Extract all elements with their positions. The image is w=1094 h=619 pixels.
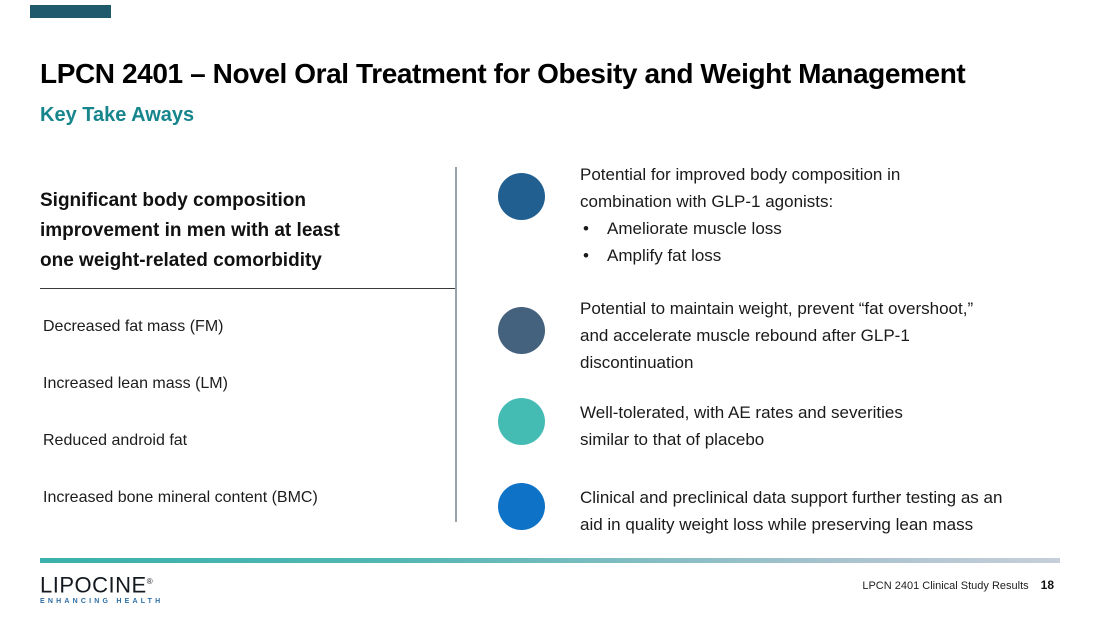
top-accent-bar	[30, 5, 111, 18]
bullet-text-block: Clinical and preclinical data support fu…	[580, 484, 1080, 538]
logo-wordmark: LIPOCINE®	[40, 570, 163, 597]
left-panel-heading: Significant body composition improvement…	[40, 186, 440, 276]
bullet-text-line: Well-tolerated, with AE rates and severi…	[580, 403, 903, 422]
bullet-circle-icon	[498, 483, 545, 530]
bullet-text-line: aid in quality weight loss while preserv…	[580, 515, 974, 534]
left-heading-line: one weight-related comorbidity	[40, 250, 322, 271]
left-list-item: Increased lean mass (LM)	[43, 375, 228, 392]
sub-bullet-dot: •	[583, 246, 589, 265]
left-list-item: Decreased fat mass (FM)	[43, 318, 224, 335]
sub-bullet-item: • Amplify fat loss	[580, 242, 1080, 269]
left-heading-line: Significant body composition	[40, 190, 306, 211]
footer-right: LPCN 2401 Clinical Study Results 18	[862, 578, 1054, 592]
left-list-item: Reduced android fat	[43, 432, 188, 449]
bullet-circle-icon	[498, 173, 545, 220]
footer-gradient-rule	[40, 558, 1060, 563]
sub-bullet-label: Ameliorate muscle loss	[607, 219, 782, 238]
vertical-divider	[455, 167, 457, 522]
bullet-text-line: and accelerate muscle rebound after GLP-…	[580, 326, 910, 345]
slide-subtitle: Key Take Aways	[40, 104, 195, 126]
bullet-text-line: combination with GLP-1 agonists:	[580, 192, 834, 211]
bullet-text-block: Potential to maintain weight, prevent “f…	[580, 295, 1080, 376]
sub-bullet-list: • Ameliorate muscle loss • Amplify fat l…	[580, 215, 1080, 269]
left-list-item: Increased bone mineral content (BMC)	[43, 489, 318, 506]
heading-underline	[40, 288, 455, 289]
page-number: 18	[1040, 578, 1054, 592]
bullet-circle-icon	[498, 307, 545, 354]
sub-bullet-item: • Ameliorate muscle loss	[580, 215, 1080, 242]
sub-bullet-dot: •	[583, 219, 589, 238]
bullet-circle-icon	[498, 398, 545, 445]
bullet-text-block: Well-tolerated, with AE rates and severi…	[580, 399, 1080, 453]
bullet-text-block: Potential for improved body composition …	[580, 161, 1080, 269]
bullet-text-line: Clinical and preclinical data support fu…	[580, 488, 1003, 507]
bullet-text-line: similar to that of placebo	[580, 430, 765, 449]
slide-title: LPCN 2401 – Novel Oral Treatment for Obe…	[40, 58, 966, 89]
sub-bullet-label: Amplify fat loss	[607, 246, 722, 265]
left-heading-line: improvement in men with at least	[40, 220, 340, 241]
lipocine-logo: LIPOCINE® ENHANCING HEALTH	[40, 570, 164, 606]
logo-wordmark-text: LIPOCINE	[40, 572, 147, 598]
bullet-text-line: discontinuation	[580, 353, 694, 372]
bullet-text-line: Potential for improved body composition …	[580, 165, 901, 184]
logo-tagline: ENHANCING HEALTH	[40, 598, 164, 606]
footer-doc-title: LPCN 2401 Clinical Study Results	[862, 580, 1029, 592]
bullet-text-line: Potential to maintain weight, prevent “f…	[580, 299, 974, 318]
registered-trademark-icon: ®	[146, 577, 154, 586]
